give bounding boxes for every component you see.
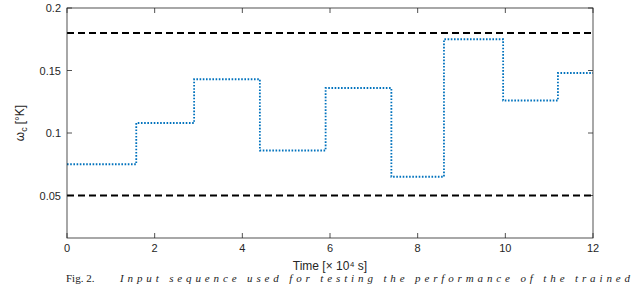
x-tick-label: 8 (415, 242, 421, 254)
y-label-subscript: c (19, 127, 29, 132)
caption-text: Input sequence used for testing the perf… (119, 272, 630, 284)
reference-line (67, 32, 593, 34)
y-tick (67, 70, 72, 71)
caption-label: Fig. 2. (66, 272, 95, 284)
y-label-symbol: ω (13, 132, 27, 141)
x-tick-label: 12 (587, 242, 599, 254)
y-tick-label: 0.1 (46, 127, 61, 139)
y-tick-right (588, 70, 593, 71)
x-tick-label: 10 (499, 242, 511, 254)
x-axis-label: Time [× 10⁴ s] (293, 259, 367, 273)
reference-line (67, 195, 593, 197)
y-tick-label: 0.15 (40, 65, 61, 77)
x-tick-top (154, 8, 155, 13)
plot-bg (67, 8, 593, 238)
y-tick-label: 0.05 (40, 190, 61, 202)
x-tick-label: 0 (64, 242, 70, 254)
axes-frame (67, 8, 593, 238)
y-tick-label: 0.2 (46, 2, 61, 14)
x-tick-top (242, 8, 243, 13)
x-tick (505, 233, 506, 238)
plot-area (67, 33, 593, 196)
x-tick-top (330, 8, 331, 13)
x-tick-label: 6 (327, 242, 333, 254)
y-label-unit: [°K] (13, 105, 27, 124)
y-tick-right (588, 133, 593, 134)
x-tick-label: 4 (239, 242, 245, 254)
chart: 0.05 0.1 0.15 0.2 0 2 4 6 8 10 12 Time [× 10⁴ s] ωc [… (0, 0, 640, 287)
x-tick (417, 233, 418, 238)
x-tick-label: 2 (152, 242, 158, 254)
y-axis-label: ωc [°K] (13, 105, 29, 141)
x-tick (242, 233, 243, 238)
x-tick (330, 233, 331, 238)
y-tick (67, 133, 72, 134)
x-tick-top (417, 8, 418, 13)
x-tick (154, 233, 155, 238)
x-tick-top (505, 8, 506, 13)
step-line (67, 39, 593, 177)
